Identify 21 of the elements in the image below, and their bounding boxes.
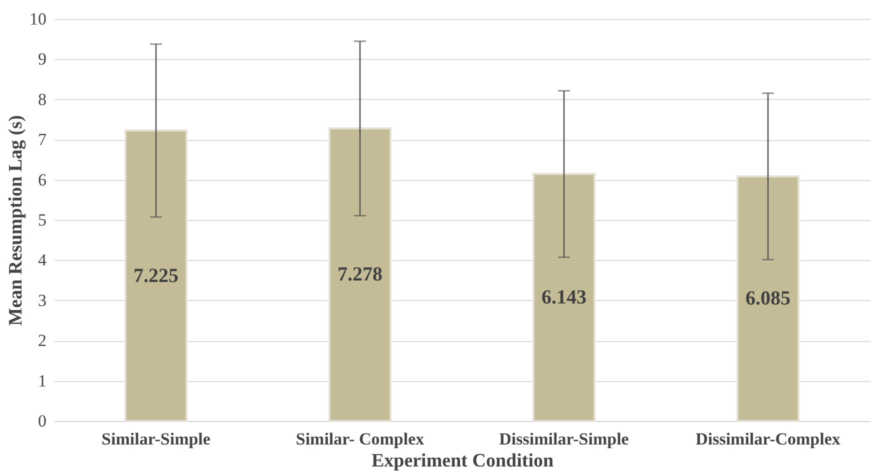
x-tick-label: Similar- Complex bbox=[296, 430, 425, 448]
x-axis-title: Experiment Condition bbox=[371, 450, 554, 472]
x-tick-label: Dissimilar-Simple bbox=[499, 430, 630, 448]
y-tick-label: 4 bbox=[38, 250, 47, 270]
data-label: 7.278 bbox=[338, 264, 382, 286]
y-tick-label: 7 bbox=[38, 130, 47, 150]
x-tick-label: Similar-Simple bbox=[102, 430, 211, 448]
y-tick-label: 9 bbox=[38, 50, 46, 69]
data-label: 7.225 bbox=[134, 264, 178, 287]
y-axis-title: Mean Resumption Lag (s) bbox=[6, 115, 26, 326]
data-label: 6.085 bbox=[746, 288, 790, 310]
y-tick-label: 5 bbox=[38, 210, 46, 230]
x-tick-label: Dissimilar-Complex bbox=[696, 430, 841, 448]
y-tick-label: 6 bbox=[38, 170, 46, 190]
y-tick-label: 10 bbox=[30, 10, 46, 28]
y-tick-label: 8 bbox=[38, 90, 46, 109]
y-tick-label: 3 bbox=[38, 290, 46, 310]
y-tick-label: 0 bbox=[38, 412, 46, 430]
data-label: 6.143 bbox=[542, 286, 586, 309]
y-tick-label: 1 bbox=[38, 371, 46, 390]
y-tick-label: 2 bbox=[38, 331, 46, 350]
